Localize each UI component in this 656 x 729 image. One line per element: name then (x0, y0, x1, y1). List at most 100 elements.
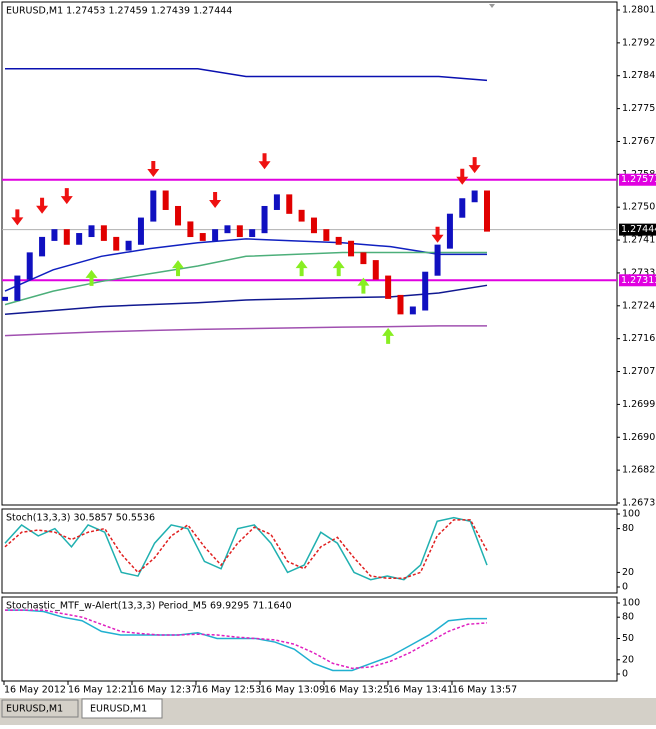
candle (434, 244, 441, 276)
buy-arrow (295, 260, 308, 277)
candle (360, 252, 367, 265)
candle (409, 306, 416, 315)
x-tick-label: 16 May 13:57 (452, 685, 517, 696)
candle (298, 209, 305, 222)
candle (137, 217, 144, 245)
candle (175, 205, 182, 226)
candle (51, 229, 58, 241)
buy-arrow (382, 327, 395, 344)
tab-label: EURUSD,M1 (90, 704, 147, 715)
candle (76, 233, 83, 245)
tab-active[interactable] (81, 698, 163, 719)
candle (273, 194, 280, 210)
oscillator-line (4, 516, 488, 581)
sell-arrow (36, 197, 49, 214)
y-tick-label: 1.27502 (622, 202, 656, 213)
candle (2, 296, 8, 301)
candle (224, 225, 231, 234)
candle (113, 236, 120, 251)
candle (249, 229, 256, 238)
y-tick-label: 1.27842 (622, 70, 656, 81)
candle (385, 275, 392, 299)
candle (14, 275, 21, 301)
candle (323, 229, 330, 241)
candle (26, 252, 33, 280)
candle (162, 190, 169, 210)
y-tick-label: 1.27077 (622, 366, 656, 377)
candle (63, 229, 70, 245)
buy-arrow (172, 260, 185, 277)
main-frame (1, 1, 618, 506)
y-tick-label: 50 (622, 633, 634, 644)
buy-arrow (85, 269, 98, 286)
stoch-frame (1, 508, 618, 594)
y-tick-label: 1.27247 (622, 300, 656, 311)
indicator-title: Stoch(13,3,3) 30.5857 50.5536 (6, 513, 155, 524)
y-tick-label: 1.26992 (622, 399, 656, 410)
sell-arrow (60, 188, 73, 205)
y-tick-label: 20 (622, 654, 634, 665)
price-label: 1.27573 (621, 174, 656, 185)
y-tick-label: 1.27927 (622, 37, 656, 48)
candle (286, 194, 293, 214)
price-label-box (619, 173, 656, 186)
scroll-icon[interactable] (489, 4, 495, 8)
candle (125, 240, 132, 251)
price-label-box (619, 274, 656, 287)
candle (88, 225, 95, 238)
moving-average (5, 68, 488, 82)
y-tick-label: 1.27417 (622, 235, 656, 246)
candle (422, 271, 429, 311)
moving-average (4, 284, 488, 316)
tab-label: EURUSD,M1 (6, 704, 63, 715)
sell-arrow (431, 226, 444, 243)
y-tick-label: 1.26737 (622, 498, 656, 509)
y-tick-label: 1.26907 (622, 432, 656, 443)
candle (100, 225, 107, 241)
y-tick-label: 80 (622, 612, 634, 623)
x-tick-label: 16 May 12:53 (196, 685, 261, 696)
sell-arrow (468, 157, 481, 174)
buy-arrow (332, 260, 345, 277)
moving-average (4, 238, 487, 292)
candle (372, 260, 379, 280)
indicator-title: Stochastic_MTF_w-Alert(13,3,3) Period_M5… (6, 601, 292, 612)
x-tick-label: 16 May 13:09 (260, 685, 325, 696)
price-label: 1.27313 (621, 275, 656, 286)
sell-arrow (258, 153, 271, 170)
y-tick-label: 1.28012 (622, 5, 656, 16)
oscillator-line (5, 609, 488, 670)
price-label-box (619, 223, 656, 236)
candle (471, 190, 478, 203)
sell-arrow (11, 209, 24, 226)
candle (187, 221, 194, 238)
candle (39, 236, 46, 257)
candle (261, 205, 268, 234)
y-tick-label: 1.26822 (622, 465, 656, 476)
moving-average (4, 251, 487, 306)
x-tick-label: 16 May 13:41 (388, 685, 453, 696)
candle (484, 190, 490, 232)
candle (348, 240, 355, 257)
moving-average (4, 325, 487, 337)
candle (310, 217, 317, 234)
tab[interactable] (1, 699, 79, 718)
y-tick-label: 100 (622, 598, 640, 609)
sell-arrow (456, 168, 469, 185)
candle (335, 236, 342, 245)
candle (150, 190, 157, 222)
y-tick-label: 0 (622, 669, 628, 680)
x-tick-label: 16 May 13:25 (324, 685, 389, 696)
candle (199, 233, 206, 241)
y-tick-label: 20 (622, 567, 634, 578)
y-tick-label: 100 (622, 509, 640, 520)
y-tick-label: 0 (622, 582, 628, 593)
candle (446, 213, 453, 249)
price-label: 1.27444 (621, 224, 656, 235)
x-tick-label: 16 May 12:21 (68, 685, 133, 696)
buy-arrow (357, 277, 370, 294)
y-tick-label: 1.27672 (622, 136, 656, 147)
candle (212, 229, 219, 241)
